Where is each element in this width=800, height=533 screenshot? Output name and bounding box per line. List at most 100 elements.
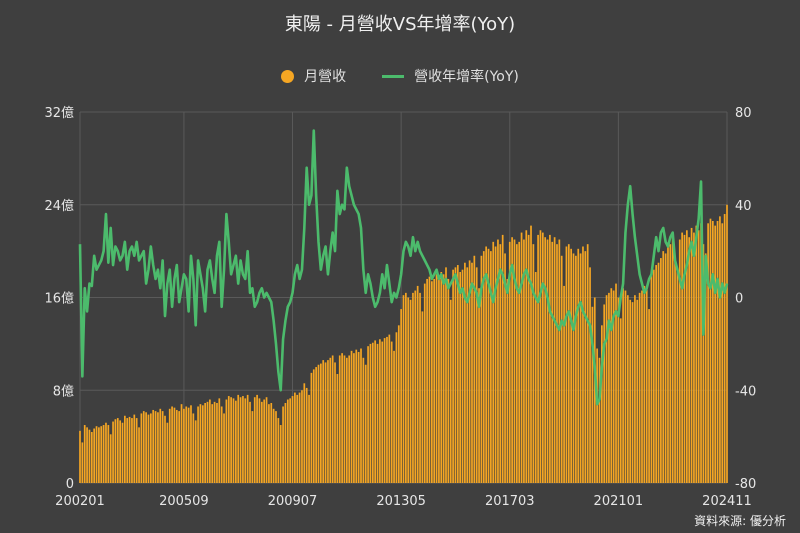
revenue-bar <box>364 364 367 483</box>
revenue-bar <box>88 429 91 483</box>
revenue-bar <box>515 244 518 483</box>
revenue-bar <box>409 299 412 483</box>
revenue-bar <box>249 401 251 483</box>
revenue-bar <box>565 246 568 483</box>
revenue-bar <box>711 220 714 484</box>
revenue-bar <box>551 241 554 483</box>
revenue-bar <box>593 297 596 483</box>
legend: 月營收 營收年增率(YoY) <box>0 66 800 86</box>
y-right-tick-label: -40 <box>735 384 756 399</box>
revenue-bar <box>282 406 284 483</box>
revenue-bar <box>475 267 478 483</box>
revenue-bar <box>584 251 587 484</box>
revenue-bar <box>121 422 124 483</box>
revenue-bar <box>598 357 601 483</box>
revenue-bar <box>114 419 117 483</box>
revenue-bar <box>291 396 294 483</box>
revenue-bar <box>690 227 693 483</box>
revenue-bar <box>400 309 402 483</box>
revenue-bar <box>93 428 96 483</box>
revenue-bar <box>206 401 209 483</box>
revenue-bar <box>294 392 296 483</box>
x-tick-label: 202101 <box>594 494 644 509</box>
revenue-bar <box>86 427 88 483</box>
revenue-bar <box>608 292 610 483</box>
revenue-bar <box>537 234 539 483</box>
revenue-bar <box>624 290 627 483</box>
revenue-bar <box>393 350 395 483</box>
revenue-bar <box>204 403 206 483</box>
revenue-bar <box>322 360 325 483</box>
revenue-bar <box>622 288 624 483</box>
revenue-bar <box>116 418 119 483</box>
y-left-tick-label: 32億 <box>44 105 74 121</box>
revenue-bar <box>397 325 400 483</box>
revenue-bar <box>438 278 440 483</box>
revenue-bar <box>612 290 615 483</box>
revenue-bar <box>695 225 698 483</box>
revenue-bar <box>348 355 351 483</box>
yoy-line <box>78 129 729 406</box>
revenue-bar <box>310 372 313 483</box>
revenue-bar <box>107 425 110 483</box>
revenue-bar <box>218 398 221 483</box>
revenue-bar <box>105 422 107 483</box>
revenue-bar <box>494 246 497 483</box>
revenue-bar <box>650 274 653 483</box>
revenue-bar <box>353 353 355 483</box>
revenue-bar <box>369 343 372 484</box>
revenue-bar <box>386 336 388 483</box>
revenue-bar <box>683 234 686 483</box>
revenue-bar <box>430 281 433 483</box>
revenue-bar <box>147 414 150 483</box>
revenue-bar <box>636 299 639 483</box>
revenue-bar <box>563 285 565 483</box>
legend-item-revenue[interactable]: 月營收 <box>281 66 346 86</box>
revenue-bar <box>223 413 225 483</box>
y-right-tick-label: 0 <box>735 292 743 307</box>
revenue-bar <box>244 398 247 483</box>
y-left-tick-label: 24億 <box>44 198 74 214</box>
revenue-bar <box>95 426 98 483</box>
revenue-bar <box>383 338 386 483</box>
legend-item-yoy[interactable]: 營收年增率(YoY) <box>382 66 519 86</box>
revenue-bar <box>312 369 315 483</box>
revenue-bar <box>716 220 719 484</box>
revenue-bar <box>719 216 721 483</box>
revenue-bar <box>549 234 551 483</box>
revenue-bar <box>482 251 485 484</box>
revenue-bar <box>641 290 643 483</box>
revenue-bar <box>421 311 424 483</box>
revenue-bar <box>603 304 606 483</box>
revenue-bar <box>426 278 428 483</box>
revenue-bar <box>582 246 584 483</box>
revenue-bar <box>131 418 133 483</box>
revenue-bar <box>145 412 147 483</box>
revenue-bar <box>596 348 598 483</box>
revenue-bar <box>138 427 140 483</box>
revenue-bar <box>634 295 636 483</box>
revenue-bar <box>454 267 457 483</box>
revenue-bar <box>601 325 603 483</box>
revenue-bar <box>190 405 192 483</box>
revenue-bar <box>645 288 648 483</box>
revenue-bar <box>376 343 379 484</box>
revenue-bar <box>275 411 277 483</box>
revenue-bar <box>268 404 270 483</box>
revenue-bar <box>388 334 391 483</box>
revenue-bar <box>324 362 327 483</box>
revenue-bar <box>662 251 665 484</box>
revenue-bar <box>464 262 466 483</box>
revenue-bar <box>676 269 679 483</box>
chart-title: 東陽 - 月營收VS年增率(YoY) <box>284 14 516 35</box>
revenue-bar <box>686 230 688 483</box>
revenue-bar <box>135 418 138 483</box>
revenue-bar <box>381 341 384 483</box>
revenue-bar <box>237 394 240 483</box>
revenue-bar <box>570 248 572 483</box>
revenue-bar <box>175 409 178 483</box>
revenue-bar <box>230 397 232 483</box>
revenue-bar <box>532 244 535 483</box>
revenue-bar <box>414 290 417 483</box>
